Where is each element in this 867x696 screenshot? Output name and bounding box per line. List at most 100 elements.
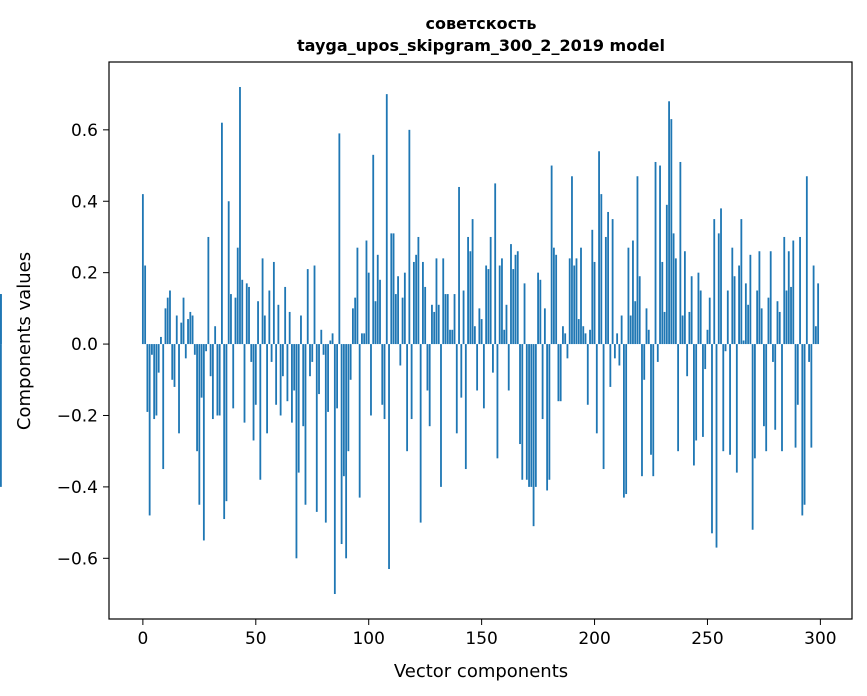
bar-280 (774, 344, 777, 430)
bar-266 (742, 340, 745, 345)
bar-40 (232, 344, 235, 409)
bar-229 (659, 165, 661, 345)
plot-area-frame (108, 61, 853, 620)
bar-56 (268, 290, 271, 345)
bar-182 (552, 247, 555, 345)
bar-225 (650, 344, 652, 455)
bar-undefined (0, 294, 2, 345)
bar-294 (805, 176, 808, 345)
bar-187 (564, 333, 567, 345)
bar-85 (333, 344, 336, 595)
bar-183 (555, 254, 558, 345)
bar-196 (584, 333, 587, 345)
bar-247 (699, 290, 702, 345)
bar-210 (616, 333, 619, 345)
bar-51 (257, 301, 259, 345)
bar-16 (178, 344, 180, 434)
bar-65 (288, 311, 291, 345)
bar-169 (523, 283, 526, 345)
bar-190 (571, 176, 573, 345)
y-tick-label: −0.6 (57, 549, 98, 569)
bar-260 (729, 344, 731, 455)
bar-204 (602, 344, 605, 470)
bar-237 (677, 344, 680, 452)
bar-234 (670, 119, 673, 345)
bar-62 (281, 344, 284, 377)
bar-142 (462, 290, 465, 345)
bar-50 (254, 344, 257, 405)
bar-17 (180, 322, 183, 345)
bar-6 (155, 344, 158, 416)
bar-99 (365, 240, 368, 345)
bar-293 (803, 344, 806, 505)
x-tick-label: 300 (804, 629, 836, 649)
bar-161 (505, 304, 508, 345)
bar-153 (487, 269, 490, 345)
bar-118 (408, 129, 411, 345)
x-tick-label: 150 (465, 629, 497, 649)
bar-53 (261, 258, 264, 345)
bar-149 (478, 308, 481, 345)
bar-186 (562, 326, 564, 345)
bar-30 (209, 344, 212, 377)
bar-208 (611, 219, 614, 345)
bar-103 (374, 301, 377, 345)
bar-89 (342, 344, 345, 477)
bar-73 (306, 269, 309, 345)
bar-265 (740, 219, 743, 345)
bar-37 (225, 344, 228, 502)
bar-3 (148, 344, 151, 516)
bar-152 (485, 265, 488, 345)
bar-47 (248, 286, 250, 345)
bar-248 (702, 344, 704, 437)
bar-273 (758, 251, 761, 345)
bar-133 (442, 258, 445, 345)
bar-283 (781, 344, 783, 452)
bar-84 (331, 333, 334, 345)
bar-191 (573, 265, 576, 345)
bar-48 (250, 344, 253, 362)
bar-95 (356, 247, 359, 345)
bar-267 (744, 283, 747, 345)
bar-128 (431, 304, 433, 345)
bar-194 (580, 247, 582, 345)
bar-222 (643, 344, 646, 380)
bar-139 (455, 344, 458, 434)
bar-97 (361, 333, 363, 345)
bar-2 (146, 344, 149, 412)
bar-70 (300, 315, 302, 345)
bar-173 (532, 344, 535, 527)
bar-189 (568, 258, 571, 345)
bar-98 (363, 333, 366, 345)
bar-160 (503, 329, 506, 345)
bar-271 (753, 344, 756, 459)
bar-127 (428, 344, 431, 427)
bar-106 (381, 344, 384, 405)
bar-26 (200, 344, 203, 398)
y-tick-label: 0.4 (71, 192, 98, 212)
bar-132 (440, 344, 442, 487)
bar-162 (507, 344, 510, 391)
bar-250 (706, 329, 709, 345)
bar-276 (765, 344, 768, 452)
x-axis-label: Vector components (394, 661, 568, 682)
y-axis-ticks: −0.6 −0.4 −0.2 0.0 0.2 0.4 0.6 (57, 121, 109, 569)
bar-88 (340, 344, 343, 545)
bar-263 (735, 344, 738, 473)
bar-206 (607, 211, 609, 345)
bar-34 (218, 344, 221, 416)
bar-156 (494, 183, 497, 345)
bar-114 (399, 344, 402, 366)
bar-49 (252, 344, 255, 441)
bar-101 (370, 344, 372, 416)
bar-141 (460, 344, 463, 398)
bar-185 (559, 344, 562, 402)
bar-79 (320, 329, 323, 345)
bar-116 (403, 272, 406, 345)
bar-175 (537, 272, 539, 345)
bar-144 (467, 236, 469, 345)
bar-282 (778, 311, 781, 345)
bar-290 (796, 344, 799, 405)
bar-272 (756, 290, 759, 345)
bar-69 (297, 344, 300, 473)
